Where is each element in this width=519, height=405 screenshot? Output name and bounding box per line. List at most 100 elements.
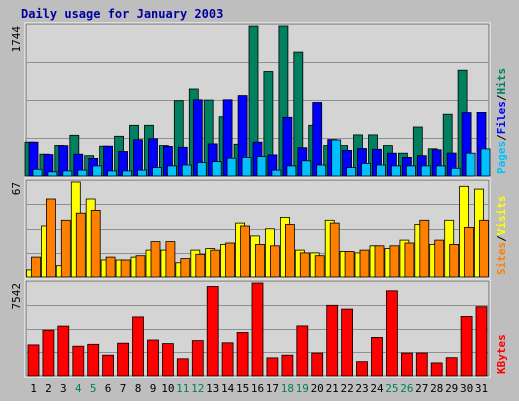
bar-kbytes-day-17 [266,357,279,377]
bar-kbytes-day-30 [460,315,473,377]
bar-kbytes-day-13 [206,286,219,377]
bar-sites-day-18 [284,224,295,278]
panel-border [24,178,491,279]
bar-kbytes-day-23 [356,361,368,377]
bar-kbytes-day-1 [27,344,40,377]
bar-sites-day-11 [180,258,191,278]
x-tick-label-day-5: 5 [90,382,97,395]
bar-kbytes-day-14 [221,342,234,377]
x-tick-label-day-29: 29 [445,382,458,395]
y-max-label: 67 [10,182,23,195]
bar-pages-day-7 [122,170,132,177]
x-tick-label-day-1: 1 [30,382,37,395]
bar-pages-day-2 [47,171,58,177]
side-legend: Pages/Files/Hits [495,68,508,174]
x-tick-label-day-14: 14 [221,382,235,395]
bar-pages-day-14 [226,157,237,177]
legend-entry: / [495,235,508,242]
bar-pages-day-21 [331,139,342,177]
x-tick-label-day-28: 28 [430,382,443,395]
x-tick-label-day-2: 2 [45,382,52,395]
bar-kbytes-day-4 [72,345,85,377]
bar-sites-day-17 [269,245,280,278]
bar-pages-day-16 [256,156,267,177]
bar-sites-day-6 [105,256,116,278]
bar-kbytes-day-2 [42,329,55,377]
bar-kbytes-day-26 [400,352,413,377]
x-tick-label-day-17: 17 [266,382,279,395]
bar-kbytes-day-6 [102,354,114,377]
chart-panels: 1744Pages/Files/Hits67Sites/Visits7542KB… [10,22,508,378]
bar-sites-day-2 [46,198,56,278]
bar-kbytes-day-31 [475,306,488,377]
x-tick-label-day-3: 3 [60,382,67,395]
x-tick-label-day-30: 30 [460,382,473,395]
bar-sites-day-3 [60,219,71,278]
bar-sites-day-22 [344,251,355,278]
bar-sites-day-5 [90,209,101,278]
x-tick-label-day-12: 12 [191,382,204,395]
bar-sites-day-27 [419,219,430,278]
x-tick-label-day-15: 15 [236,382,249,395]
bar-sites-day-31 [479,219,489,278]
x-tick-label-day-9: 9 [150,382,157,395]
bar-pages-day-24 [376,164,386,177]
bar-pages-day-18 [286,165,297,177]
bar-sites-day-25 [389,245,400,278]
x-tick-label-day-20: 20 [311,382,324,395]
bar-kbytes-day-11 [176,358,189,377]
legend-entry: Sites [495,242,508,275]
bar-sites-day-14 [225,242,236,278]
bar-pages-day-20 [316,164,327,177]
bar-kbytes-day-12 [191,340,204,377]
bar-kbytes-day-25 [385,290,398,377]
x-tick-label-day-16: 16 [251,382,264,395]
bar-kbytes-day-3 [57,325,70,377]
bar-kbytes-day-29 [445,357,458,377]
bar-sites-day-13 [210,249,221,278]
bar-sites-day-7 [120,259,131,278]
bar-sites-day-12 [195,253,206,278]
bar-pages-day-5 [92,165,103,177]
x-tick-label-day-22: 22 [340,382,353,395]
panel-visits-sites: 67 Sites/Visits [10,178,508,279]
x-tick-label-day-26: 26 [400,382,413,395]
bar-kbytes-day-21 [326,304,339,377]
bar-sites-day-28 [434,239,445,278]
bar-sites-day-24 [374,245,385,278]
legend-entry: Pages [495,141,508,174]
bar-pages-day-13 [211,161,222,177]
bar-pages-day-12 [196,162,207,177]
bar-sites-day-8 [135,255,146,278]
x-tick-label-day-7: 7 [120,382,127,395]
bar-sites-day-21 [329,222,340,278]
x-tick-label-day-21: 21 [326,382,339,395]
series-kbytes [27,282,488,377]
panel-border [24,279,491,378]
bar-pages-day-11 [181,164,192,177]
bar-kbytes-day-24 [371,336,383,377]
x-tick-label-day-11: 11 [176,382,189,395]
x-tick-label-day-4: 4 [75,382,82,395]
bar-kbytes-day-20 [311,352,324,377]
bar-pages-day-15 [241,156,252,177]
x-tick-label-day-10: 10 [161,382,174,395]
side-legend: KBytes [495,334,508,374]
bar-kbytes-day-22 [341,308,354,377]
x-tick-label-day-27: 27 [415,382,428,395]
x-tick-label-day-19: 19 [296,382,309,395]
x-tick-label-day-31: 31 [475,382,488,395]
legend-entry: Hits [495,68,508,95]
x-tick-label-day-8: 8 [135,382,142,395]
bar-pages-day-25 [390,165,401,177]
bar-kbytes-day-8 [132,316,144,377]
chart-title: Daily usage for January 2003 [21,7,223,21]
series-visits [26,181,484,278]
bar-kbytes-day-15 [236,332,249,377]
panel-kbytes: 7542 KBytes [10,279,508,378]
x-tick-label-day-6: 6 [105,382,112,395]
bar-pages-day-31 [480,148,491,177]
bar-pages-day-9 [152,167,162,177]
